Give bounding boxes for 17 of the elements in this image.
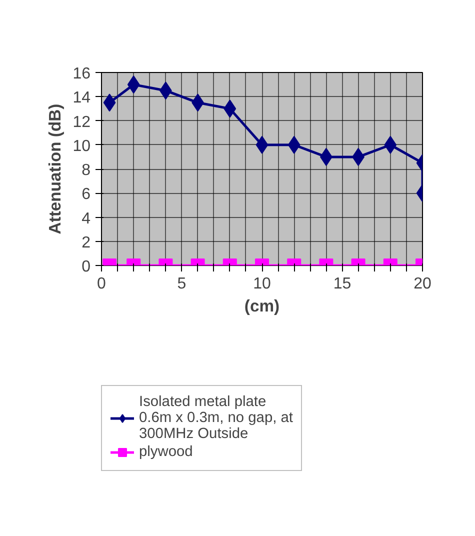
- y-tick-label: 6: [82, 186, 91, 204]
- x-tick-label: 10: [253, 276, 271, 292]
- y-tick-label: 12: [72, 114, 91, 131]
- x-tick-label: 5: [177, 276, 186, 292]
- y-tick-label: 0: [82, 258, 91, 276]
- x-tick-label: 15: [333, 276, 352, 292]
- y-tick-label: 14: [72, 90, 91, 107]
- y-tick-label: 10: [72, 138, 91, 155]
- x-tick-label: 20: [414, 276, 432, 292]
- y-axis-title: Attenuation (dB): [46, 104, 65, 234]
- y-tick-label: 4: [82, 210, 91, 228]
- x-axis-title: (cm): [244, 296, 280, 316]
- y-tick-label: 16: [72, 66, 91, 82]
- y-tick-label: 8: [82, 162, 91, 179]
- legend-label: plywood: [139, 444, 193, 460]
- x-tick-label: 0: [97, 276, 106, 292]
- y-tick-label: 2: [82, 234, 91, 252]
